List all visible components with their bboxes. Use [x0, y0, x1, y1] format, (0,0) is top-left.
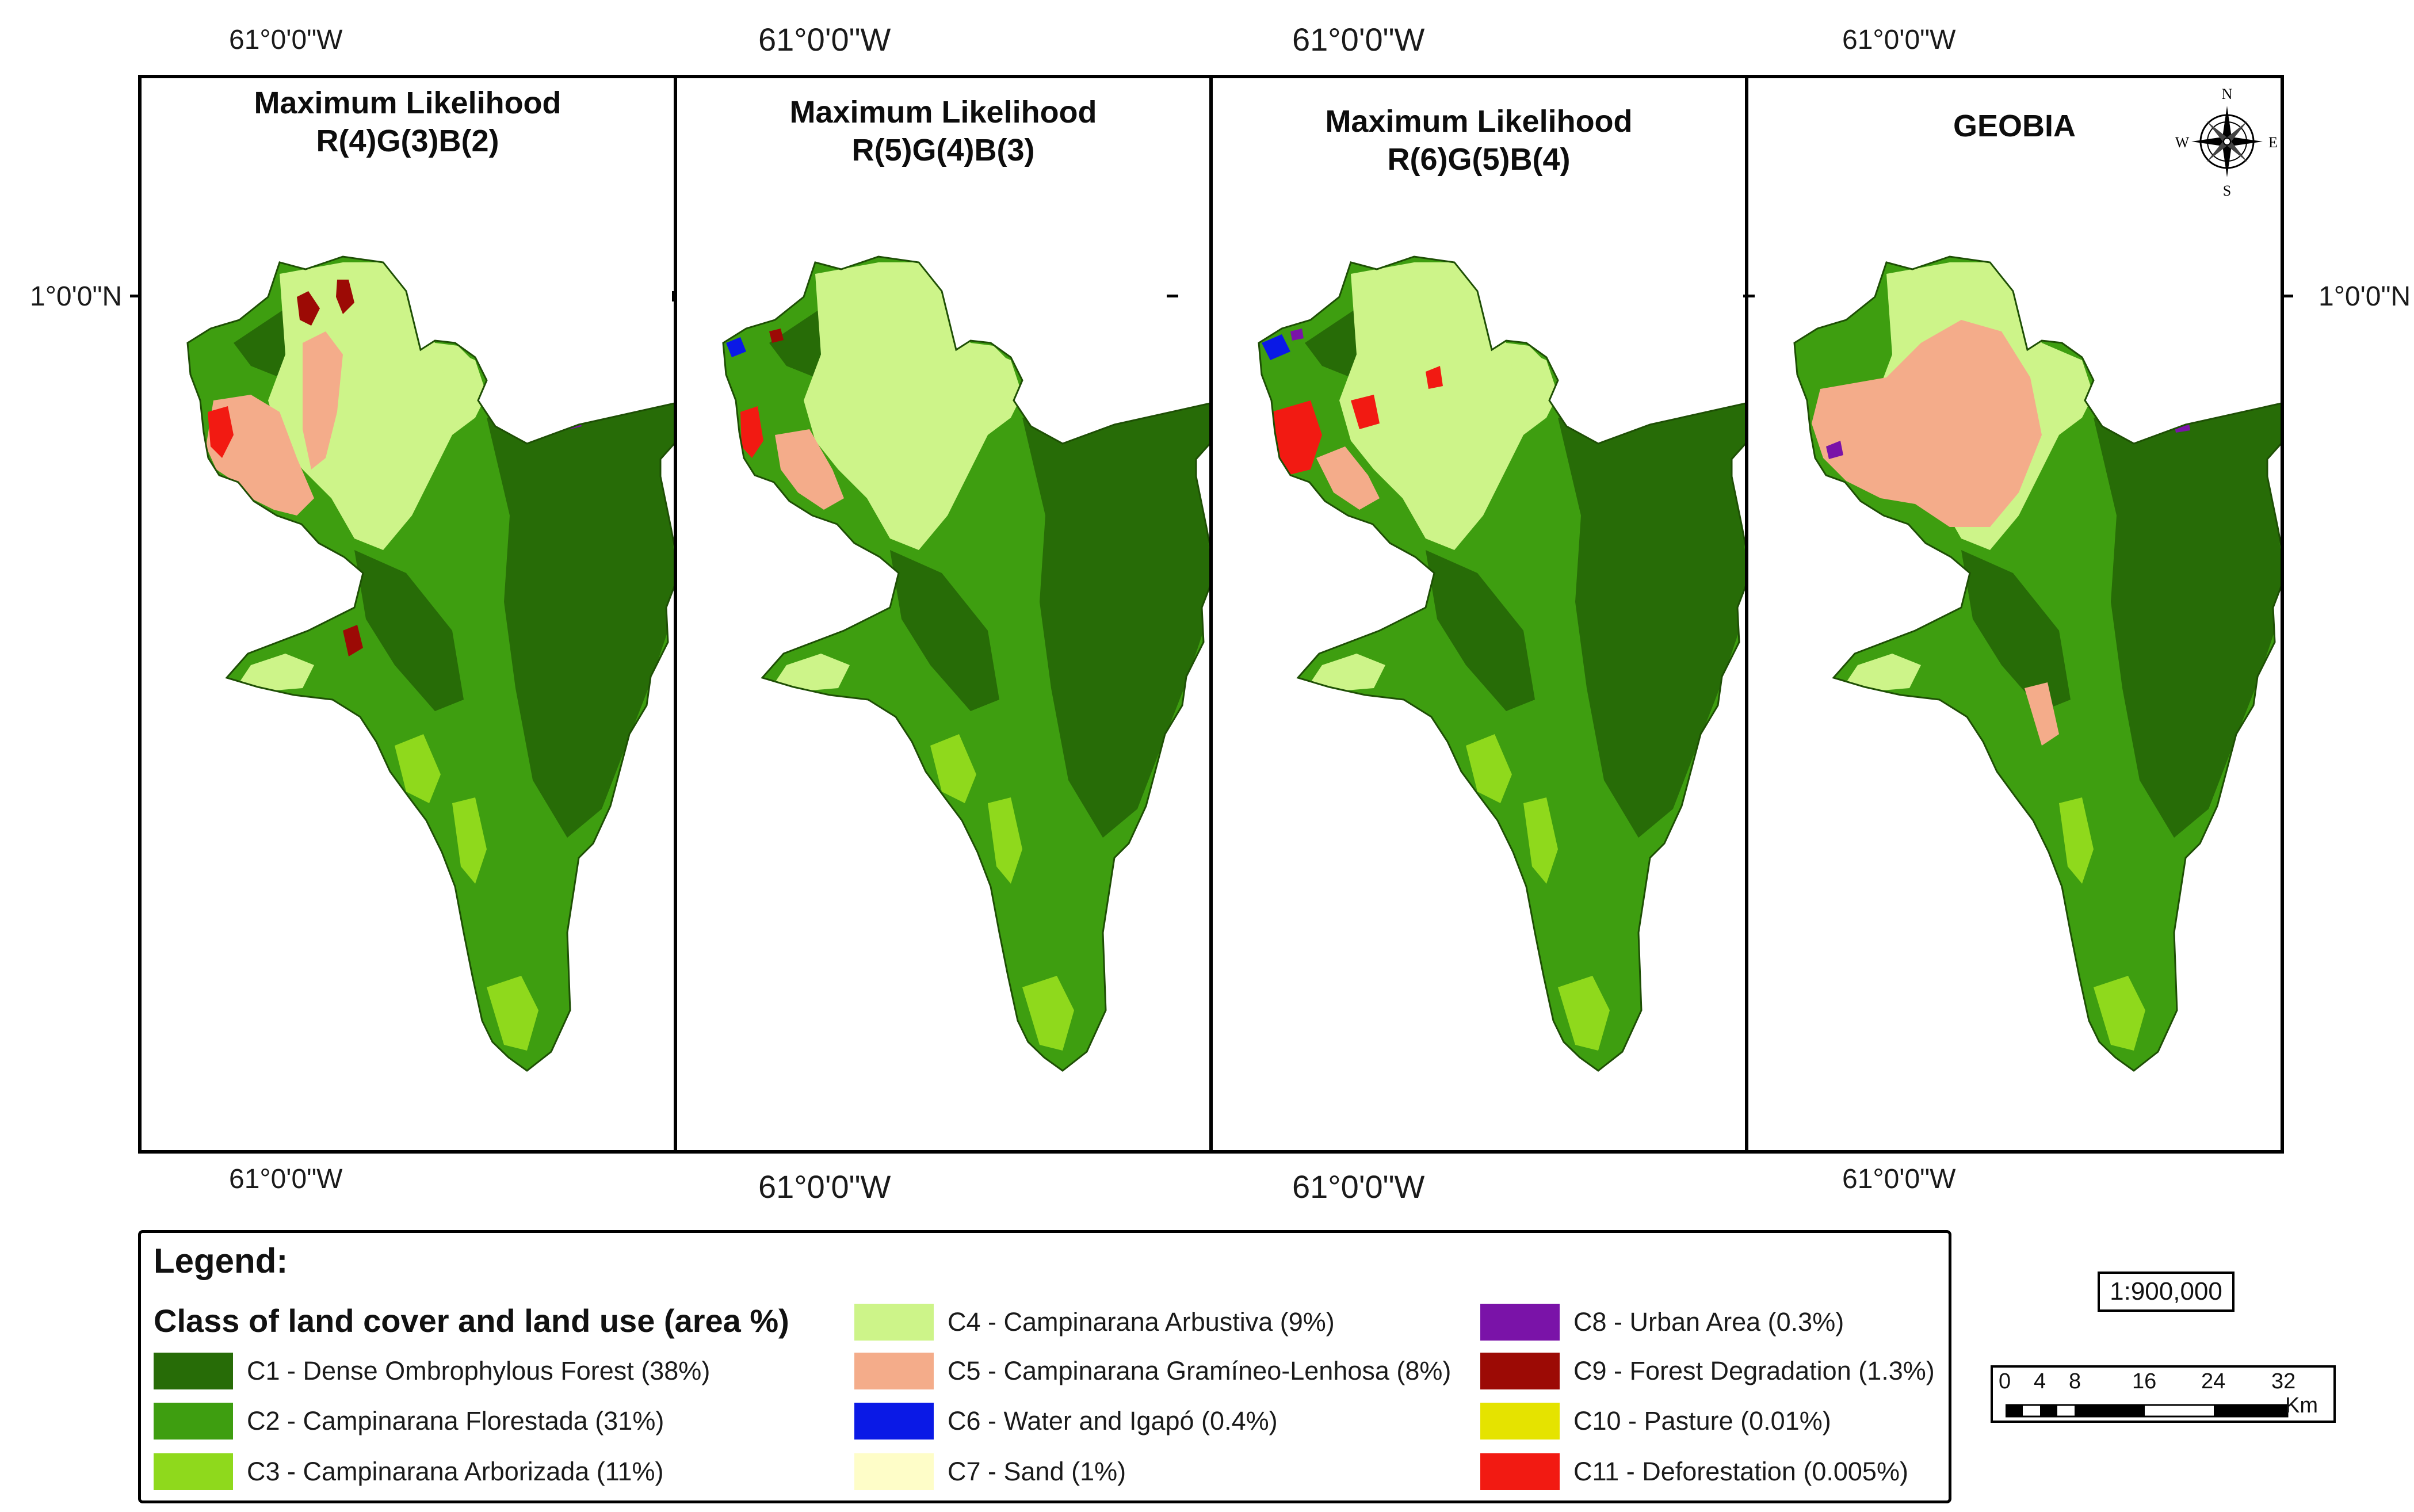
legend-item-c5: C5 - Campinarana Gramíneo-Lenhosa (8%)	[854, 1351, 1451, 1391]
legend-label: C6 - Water and Igapó (0.4%)	[948, 1406, 1278, 1435]
scale-tick-4: 4	[2034, 1369, 2046, 1393]
map-panel-ml-432: Maximum Likelihood R(4)G(3)B(2)	[138, 75, 677, 1154]
scale-unit: Km	[2285, 1393, 2318, 1418]
legend-item-c9: C9 - Forest Degradation (1.3%)	[1480, 1351, 1935, 1391]
legend-subheading: Class of land cover and land use (area %…	[154, 1303, 789, 1339]
top-longitude-label-3: 61°0'0"W	[1292, 21, 1425, 58]
legend-item-c2: C2 - Campinarana Florestada (31%)	[154, 1401, 664, 1441]
scale-tick-24: 24	[2201, 1369, 2226, 1393]
scale-ratio: 1:900,000	[2098, 1272, 2235, 1312]
latitude-tick	[1743, 295, 1755, 297]
panel-title-line1: Maximum Likelihood	[254, 86, 562, 120]
latitude-tick	[672, 291, 676, 301]
legend-label: C4 - Campinarana Arbustiva (9%)	[948, 1307, 1335, 1337]
legend-item-c7: C7 - Sand (1%)	[854, 1452, 1126, 1492]
compass-rose-icon: N S E W	[2175, 86, 2278, 199]
panel-title-line1: Maximum Likelihood	[789, 95, 1097, 129]
swatch-sand	[854, 1453, 934, 1490]
swatch-campinarana-arborizada	[154, 1453, 233, 1490]
latitude-tick	[130, 295, 142, 297]
panel-title-line2: R(6)G(5)B(4)	[1387, 142, 1571, 177]
swatch-dense-forest	[154, 1353, 233, 1389]
swatch-forest-degradation	[1480, 1353, 1560, 1389]
scale-tick-0: 0	[1999, 1369, 2011, 1393]
map-panel-ml-543: Maximum Likelihood R(5)G(4)B(3)	[674, 75, 1213, 1154]
legend-item-c8: C8 - Urban Area (0.3%)	[1480, 1302, 1844, 1342]
legend-item-c3: C3 - Campinarana Arborizada (11%)	[154, 1452, 664, 1492]
scale-tick-8: 8	[2069, 1369, 2081, 1393]
legend-item-c1: C1 - Dense Ombrophylous Forest (38%)	[154, 1351, 710, 1391]
swatch-water-igapo	[854, 1403, 934, 1440]
left-latitude-label: 1°0'0"N	[30, 281, 123, 312]
swatch-pasture	[1480, 1403, 1560, 1440]
compass-north-label: N	[2222, 86, 2233, 102]
latitude-tick	[2282, 295, 2293, 297]
swatch-deforestation	[1480, 1453, 1560, 1490]
bottom-longitude-label-2: 61°0'0"W	[758, 1169, 891, 1205]
legend-item-c4: C4 - Campinarana Arbustiva (9%)	[854, 1302, 1335, 1342]
map-legend: Legend: Class of land cover and land use…	[138, 1230, 1951, 1503]
legend-label: C2 - Campinarana Florestada (31%)	[247, 1406, 664, 1435]
legend-label: C9 - Forest Degradation (1.3%)	[1573, 1356, 1935, 1385]
legend-label: C5 - Campinarana Gramíneo-Lenhosa (8%)	[948, 1356, 1452, 1385]
legend-label: C11 - Deforestation (0.005%)	[1573, 1457, 1908, 1486]
land-cover-map	[1793, 255, 2281, 1072]
legend-item-c10: C10 - Pasture (0.01%)	[1480, 1401, 1831, 1441]
swatch-campinarana-gramineo	[854, 1353, 934, 1389]
panel-title-line1: Maximum Likelihood	[1325, 104, 1633, 139]
panel-title-line2: R(5)G(4)B(3)	[851, 133, 1035, 167]
bottom-longitude-label-4: 61°0'0"W	[1842, 1164, 1956, 1194]
land-cover-map	[186, 255, 674, 1072]
scale-bar-icon	[2006, 1404, 2289, 1418]
top-longitude-label-4: 61°0'0"W	[1842, 25, 1956, 55]
legend-label: C7 - Sand (1%)	[948, 1457, 1126, 1486]
swatch-urban-area	[1480, 1304, 1560, 1341]
scale-tick-32: 32	[2271, 1369, 2296, 1393]
land-cover-map	[1258, 255, 1745, 1072]
top-longitude-label-2: 61°0'0"W	[758, 21, 891, 58]
legend-label: C3 - Campinarana Arborizada (11%)	[247, 1457, 664, 1486]
top-longitude-label-1: 61°0'0"W	[229, 25, 343, 55]
swatch-campinarana-florestada	[154, 1403, 233, 1440]
compass-south-label: S	[2223, 182, 2231, 199]
panel-title-line1: GEOBIA	[1953, 109, 2076, 143]
legend-item-c6: C6 - Water and Igapó (0.4%)	[854, 1401, 1278, 1441]
panel-title-line2: R(4)G(3)B(2)	[316, 124, 499, 158]
bottom-longitude-label-3: 61°0'0"W	[1292, 1169, 1425, 1205]
legend-item-c11: C11 - Deforestation (0.005%)	[1480, 1452, 1908, 1492]
right-latitude-label: 1°0'0"N	[2318, 281, 2411, 312]
map-panel-geobia: GEOBIA	[1745, 75, 2284, 1154]
scale-tick-16: 16	[2132, 1369, 2157, 1393]
bottom-longitude-label-1: 61°0'0"W	[229, 1164, 343, 1194]
legend-label: C1 - Dense Ombrophylous Forest (38%)	[247, 1356, 711, 1385]
latitude-tick	[1167, 295, 1178, 297]
legend-label: C10 - Pasture (0.01%)	[1573, 1406, 1831, 1435]
legend-label: C8 - Urban Area (0.3%)	[1573, 1307, 1844, 1337]
land-cover-map	[722, 255, 1209, 1072]
legend-heading: Legend:	[154, 1242, 288, 1280]
swatch-campinarana-arbustiva	[854, 1304, 934, 1341]
compass-west-label: W	[2175, 134, 2190, 151]
map-panel-ml-654: Maximum Likelihood R(6)G(5)B(4)	[1209, 75, 1748, 1154]
compass-east-label: E	[2268, 134, 2278, 151]
